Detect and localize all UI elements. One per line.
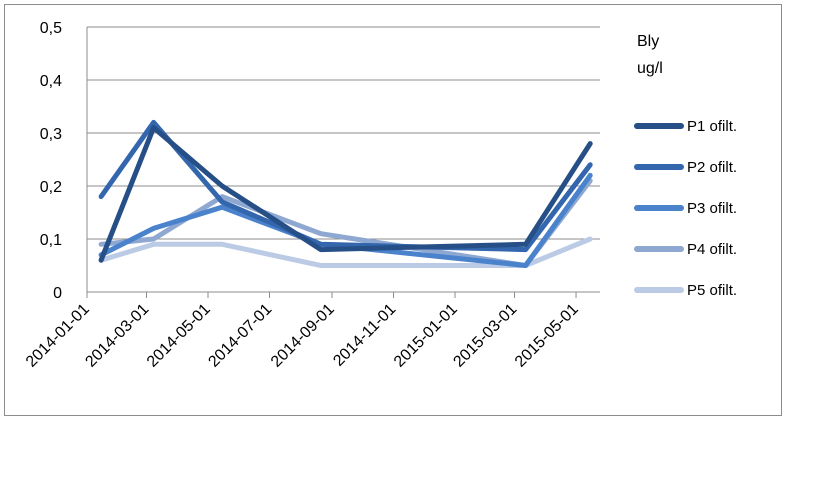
y-tick-label: 0,2 [40,179,62,196]
legend-label: P1 ofilt. [687,118,737,135]
legend: Bly ug/l P1 ofilt. P2 ofilt. P3 ofilt. P4 o… [634,33,737,299]
y-tick-label: 0,1 [40,232,62,249]
chart-title: Bly [637,33,659,50]
axes [86,27,600,298]
legend-label: P5 ofilt. [687,282,737,299]
gridlines [87,26,600,240]
series-lines [98,119,593,268]
legend-label: P3 ofilt. [687,200,737,217]
y-tick-label: 0,3 [40,126,62,143]
x-tick-label: 2015-03-01 [450,301,520,371]
x-tick-label: 2015-05-01 [512,301,582,371]
series-line [98,125,593,263]
tick-labels: 00,10,20,30,40,52014-01-012014-03-012014… [23,20,582,371]
x-tick-label: 2014-07-01 [205,301,275,371]
series-line [98,236,593,268]
y-tick-label: 0,4 [40,73,62,90]
y-tick-label: 0,5 [40,20,62,37]
unit-label: ug/l [637,60,663,77]
x-tick-label: 2014-03-01 [82,301,152,371]
x-tick-label: 2014-01-01 [23,301,93,371]
x-tick-label: 2015-01-01 [391,301,461,371]
legend-label: P2 ofilt. [687,159,737,176]
legend-label: P4 ofilt. [687,241,737,258]
x-tick-label: 2014-09-01 [268,301,338,371]
series-line [98,119,593,253]
series-line [98,172,593,268]
x-tick-label: 2014-05-01 [144,301,214,371]
x-tick-label: 2014-11-01 [330,301,399,370]
y-tick-label: 0 [53,285,62,302]
